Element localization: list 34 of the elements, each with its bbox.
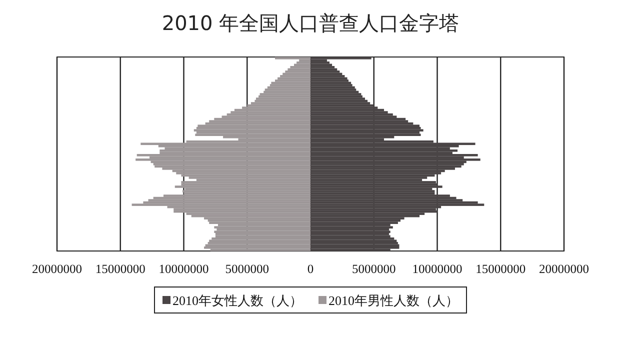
bar bbox=[195, 134, 310, 136]
bar bbox=[296, 62, 310, 64]
bar bbox=[310, 158, 480, 161]
bar bbox=[310, 142, 476, 146]
bar bbox=[275, 57, 310, 60]
bar bbox=[310, 75, 345, 78]
bar bbox=[310, 129, 424, 132]
x-tick-label: 15000000 bbox=[95, 262, 146, 276]
x-tick-label: 20000000 bbox=[539, 262, 589, 276]
x-tick-label: 5000000 bbox=[225, 262, 269, 276]
x-tick-label: 5000000 bbox=[352, 262, 396, 276]
x-tick-label: 20000000 bbox=[32, 262, 82, 276]
bar bbox=[310, 66, 335, 68]
x-tick-label: 10000000 bbox=[158, 262, 209, 276]
bar bbox=[310, 226, 393, 228]
x-tick-label: 15000000 bbox=[476, 262, 526, 276]
bar bbox=[310, 124, 420, 127]
legend-label: 2010年女性人数（人） bbox=[172, 293, 302, 308]
bar bbox=[310, 235, 390, 238]
bar bbox=[140, 142, 310, 146]
bar bbox=[310, 57, 372, 60]
bar bbox=[290, 66, 310, 68]
legend-label: 2010年男性人数（人） bbox=[328, 293, 458, 308]
x-tick-label: 10000000 bbox=[412, 262, 462, 276]
x-tick-label: 0 bbox=[307, 262, 314, 276]
bar bbox=[310, 134, 421, 136]
bar bbox=[310, 62, 330, 64]
bar bbox=[310, 70, 340, 73]
chart-title: 2010 年全国人口普查人口金字塔 bbox=[162, 11, 460, 35]
bar bbox=[310, 154, 478, 156]
bar bbox=[310, 172, 442, 174]
bar bbox=[310, 222, 398, 224]
bar bbox=[310, 163, 464, 166]
bar bbox=[310, 244, 400, 247]
